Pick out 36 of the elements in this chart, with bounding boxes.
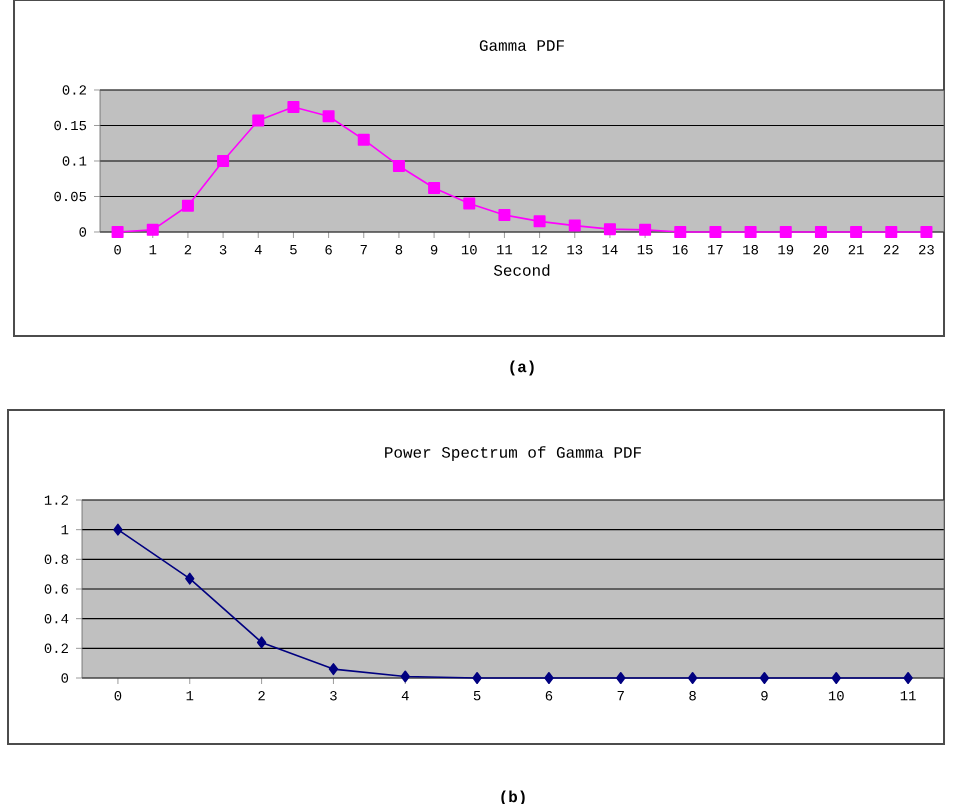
point [779,226,792,238]
point [113,523,123,536]
point [322,110,335,123]
point [639,223,652,236]
point [428,181,441,194]
point [185,572,195,585]
point [217,154,230,167]
point [287,101,300,114]
point [616,672,626,684]
point [472,672,482,684]
point [111,226,124,238]
point [533,215,546,228]
point [709,226,722,238]
point [814,226,827,238]
point [357,133,370,146]
point [544,672,554,684]
point [903,672,913,684]
point [328,663,339,676]
point [498,208,511,221]
point [920,226,933,238]
point [181,199,194,212]
point [400,670,410,683]
point [392,159,405,172]
point [252,114,265,127]
point [885,226,898,238]
point [744,226,757,238]
point [687,672,698,684]
point [463,197,476,210]
point [759,672,770,684]
point [850,226,863,238]
point [831,672,841,684]
point [256,636,267,649]
point [568,219,581,232]
point [674,226,687,238]
point [603,223,616,236]
point [146,223,159,236]
